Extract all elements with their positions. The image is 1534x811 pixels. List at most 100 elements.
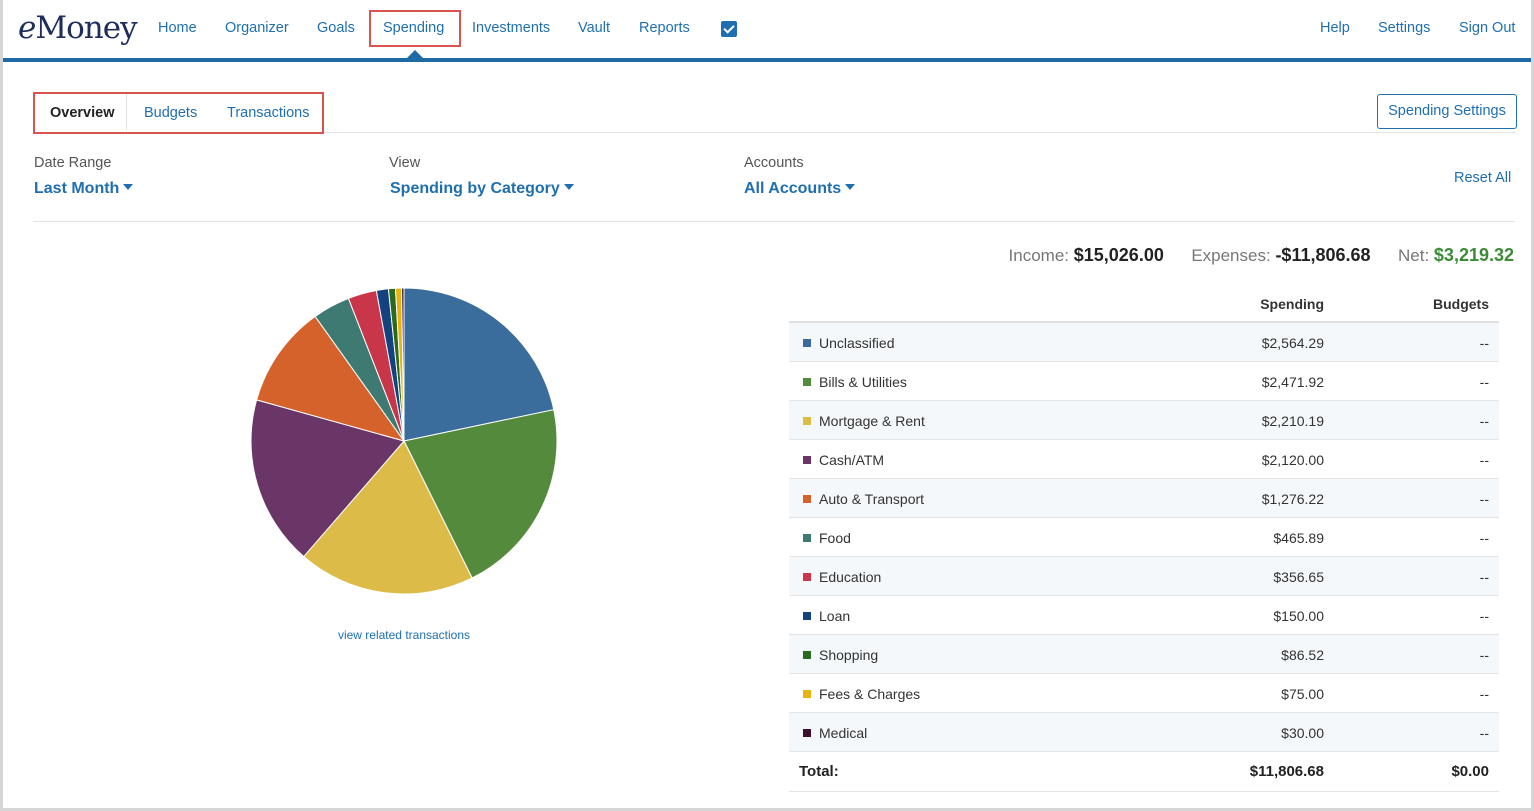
total-budget: $0.00 bbox=[1451, 763, 1489, 780]
category-name: Shopping bbox=[819, 647, 879, 663]
table-row[interactable]: Food $465.89 -- bbox=[789, 518, 1499, 557]
category-spending: $75.00 bbox=[1281, 686, 1324, 702]
total-row: Total: $11,806.68 $0.00 bbox=[789, 752, 1499, 792]
category-name: Medical bbox=[819, 725, 868, 741]
category-color-swatch bbox=[803, 651, 811, 659]
income-value: $15,026.00 bbox=[1073, 245, 1164, 265]
nav-organizer[interactable]: Organizer bbox=[225, 20, 289, 36]
pie-slice-unclassified[interactable] bbox=[403, 288, 555, 442]
pie-slice-medical[interactable] bbox=[401, 288, 405, 442]
category-budget: -- bbox=[1479, 335, 1489, 351]
category-budget: -- bbox=[1479, 413, 1489, 429]
tab-transactions[interactable]: Transactions bbox=[227, 105, 310, 121]
emoney-logo[interactable]: eMoney bbox=[18, 10, 138, 46]
category-color-swatch bbox=[803, 573, 811, 581]
checkbox-icon[interactable] bbox=[721, 21, 737, 37]
accounts-label: Accounts bbox=[744, 155, 804, 171]
pie-slice-bills-utilities[interactable] bbox=[403, 409, 558, 579]
filter-divider bbox=[33, 221, 1515, 222]
tab-overview[interactable]: Overview bbox=[50, 105, 115, 121]
nav-help[interactable]: Help bbox=[1320, 20, 1350, 36]
date-range-dropdown[interactable]: Last Month bbox=[34, 180, 134, 198]
table-header: Spending Budgets bbox=[789, 288, 1499, 323]
category-budget: -- bbox=[1479, 452, 1489, 468]
nav-reports[interactable]: Reports bbox=[639, 20, 690, 36]
nav-settings[interactable]: Settings bbox=[1378, 20, 1431, 36]
view-related-transactions-link[interactable]: view related transactions bbox=[337, 628, 471, 642]
category-spending: $150.00 bbox=[1273, 608, 1324, 624]
income-expense-summary: Income: $15,026.00 Expenses: -$11,806.68… bbox=[1009, 245, 1514, 266]
spending-pie-chart[interactable] bbox=[250, 288, 558, 596]
category-budget: -- bbox=[1479, 530, 1489, 546]
category-name: Cash/ATM bbox=[819, 452, 885, 468]
table-row[interactable]: Fees & Charges $75.00 -- bbox=[789, 674, 1499, 713]
reset-all-link[interactable]: Reset All bbox=[1454, 170, 1512, 186]
spending-table: Spending Budgets Unclassified $2,564.29 --… bbox=[789, 288, 1499, 792]
table-row[interactable]: Loan $150.00 -- bbox=[789, 596, 1499, 635]
subtabs-highlight bbox=[33, 92, 324, 134]
pie-slice-auto-transport[interactable] bbox=[256, 315, 406, 442]
category-spending: $356.65 bbox=[1273, 569, 1324, 585]
nav-home[interactable]: Home bbox=[158, 20, 197, 36]
table-row[interactable]: Mortgage & Rent $2,210.19 -- bbox=[789, 401, 1499, 440]
total-spending: $11,806.68 bbox=[1249, 763, 1324, 780]
category-color-swatch bbox=[803, 495, 811, 503]
income-label: Income: bbox=[1008, 246, 1070, 265]
expenses-label: Expenses: bbox=[1191, 246, 1271, 265]
category-name: Loan bbox=[819, 608, 851, 624]
category-name: Auto & Transport bbox=[819, 491, 925, 507]
tab-budgets[interactable]: Budgets bbox=[144, 105, 198, 121]
category-name: Mortgage & Rent bbox=[819, 413, 925, 429]
table-body: Unclassified $2,564.29 -- Bills & Utilities… bbox=[789, 323, 1499, 752]
nav-spending[interactable]: Spending bbox=[383, 20, 445, 36]
table-row[interactable]: Shopping $86.52 -- bbox=[789, 635, 1499, 674]
spending-settings-button[interactable]: Spending Settings bbox=[1377, 94, 1517, 129]
table-row[interactable]: Auto & Transport $1,276.22 -- bbox=[789, 479, 1499, 518]
nav-spending-highlight bbox=[369, 10, 461, 47]
net-label: Net: bbox=[1398, 246, 1430, 265]
accounts-dropdown[interactable]: All Accounts bbox=[744, 180, 856, 198]
expenses-value: -$11,806.68 bbox=[1275, 245, 1371, 265]
category-budget: -- bbox=[1479, 608, 1489, 624]
caret-down-icon bbox=[563, 183, 574, 190]
category-name: Bills & Utilities bbox=[819, 374, 907, 390]
budgets-column-header: Budgets bbox=[1433, 296, 1489, 312]
top-navigation: eMoney Home Organizer Goals Spending Inv… bbox=[3, 0, 1531, 62]
tab-divider bbox=[126, 94, 127, 130]
category-color-swatch bbox=[803, 378, 811, 386]
category-color-swatch bbox=[803, 612, 811, 620]
category-spending: $2,210.19 bbox=[1261, 413, 1324, 429]
category-name: Unclassified bbox=[819, 335, 895, 351]
category-budget: -- bbox=[1479, 491, 1489, 507]
nav-goals[interactable]: Goals bbox=[317, 20, 355, 36]
category-name: Fees & Charges bbox=[819, 686, 921, 702]
caret-down-icon bbox=[845, 183, 856, 190]
nav-vault[interactable]: Vault bbox=[578, 20, 610, 36]
category-spending: $1,276.22 bbox=[1261, 491, 1324, 507]
date-range-label: Date Range bbox=[34, 155, 112, 171]
table-row[interactable]: Unclassified $2,564.29 -- bbox=[789, 323, 1499, 362]
nav-investments[interactable]: Investments bbox=[472, 20, 551, 36]
pie-slice-mortgage-rent[interactable] bbox=[303, 440, 473, 595]
table-row[interactable]: Cash/ATM $2,120.00 -- bbox=[789, 440, 1499, 479]
pie-slice-cash-atm[interactable] bbox=[250, 399, 405, 558]
category-spending: $2,564.29 bbox=[1261, 335, 1324, 351]
category-budget: -- bbox=[1479, 686, 1489, 702]
active-nav-caret-icon bbox=[406, 50, 424, 59]
category-budget: -- bbox=[1479, 725, 1489, 741]
category-budget: -- bbox=[1479, 569, 1489, 585]
view-dropdown[interactable]: Spending by Category bbox=[390, 180, 574, 198]
total-label: Total: bbox=[799, 763, 839, 780]
table-row[interactable]: Bills & Utilities $2,471.92 -- bbox=[789, 362, 1499, 401]
category-color-swatch bbox=[803, 339, 811, 347]
category-color-swatch bbox=[803, 690, 811, 698]
category-name: Food bbox=[819, 530, 851, 546]
table-row[interactable]: Education $356.65 -- bbox=[789, 557, 1499, 596]
category-spending: $465.89 bbox=[1273, 530, 1324, 546]
category-color-swatch bbox=[803, 729, 811, 737]
category-budget: -- bbox=[1479, 647, 1489, 663]
nav-sign-out[interactable]: Sign Out bbox=[1459, 20, 1516, 36]
view-label: View bbox=[389, 155, 421, 171]
table-row[interactable]: Medical $30.00 -- bbox=[789, 713, 1499, 752]
